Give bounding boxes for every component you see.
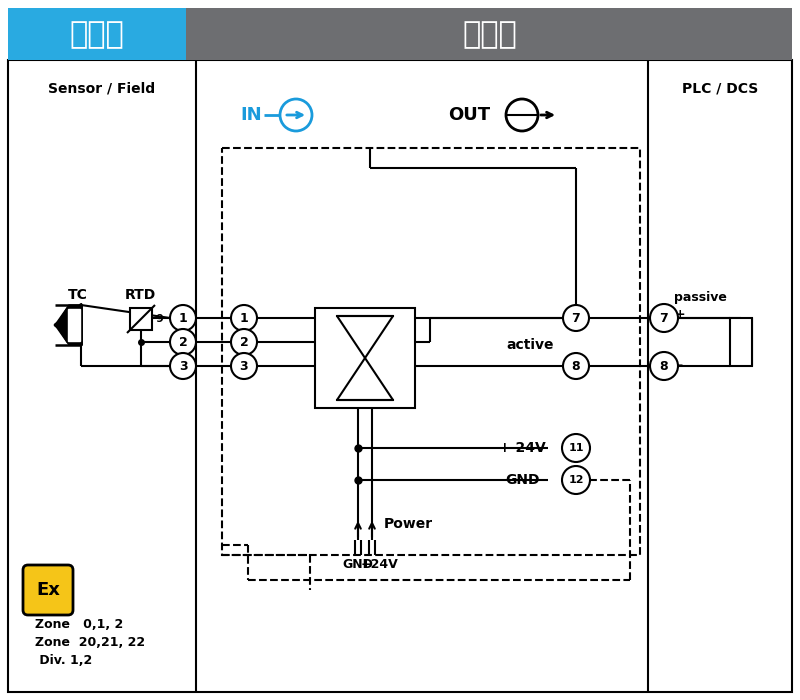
Circle shape [650,304,678,332]
Text: + 24V: + 24V [498,441,546,455]
Text: active: active [506,338,554,352]
Text: OUT: OUT [448,106,490,124]
Circle shape [563,353,589,379]
Text: +24V: +24V [361,559,399,571]
Text: +: + [674,309,686,321]
Text: IN: IN [240,106,262,124]
Text: 2: 2 [240,335,248,349]
Circle shape [562,466,590,494]
Text: Div. 1,2: Div. 1,2 [35,654,92,668]
Text: Ex: Ex [36,581,60,599]
Text: 9: 9 [155,314,163,324]
Text: GND: GND [505,473,539,487]
Circle shape [563,305,589,331]
Text: 12: 12 [568,475,584,485]
Circle shape [231,329,257,355]
Text: 7: 7 [660,312,668,325]
Text: passive: passive [674,291,726,304]
Polygon shape [57,308,81,342]
Text: -: - [72,311,76,321]
Text: Zone   0,1, 2: Zone 0,1, 2 [35,619,123,631]
Circle shape [231,353,257,379]
FancyBboxPatch shape [186,8,792,60]
Text: -: - [678,360,682,372]
Text: 1: 1 [178,312,187,325]
Text: RTD: RTD [124,288,156,302]
Text: 3: 3 [240,360,248,372]
Polygon shape [55,305,81,345]
Polygon shape [68,309,80,341]
Text: 7: 7 [572,312,580,325]
Text: 安全区: 安全区 [462,20,518,50]
FancyBboxPatch shape [730,318,752,366]
Text: 3: 3 [178,360,187,372]
Text: 8: 8 [660,360,668,372]
Text: Sensor / Field: Sensor / Field [49,81,155,95]
Circle shape [562,434,590,462]
Polygon shape [55,305,81,345]
FancyBboxPatch shape [130,308,152,330]
Circle shape [170,353,196,379]
Text: Power: Power [384,517,433,531]
FancyBboxPatch shape [8,60,792,692]
Text: +: + [70,330,78,340]
Text: 8: 8 [572,360,580,372]
Text: 2: 2 [178,335,187,349]
FancyBboxPatch shape [315,308,415,408]
Text: TC: TC [68,288,88,302]
Circle shape [170,329,196,355]
FancyBboxPatch shape [8,8,186,60]
Circle shape [170,305,196,331]
Circle shape [650,352,678,380]
Circle shape [506,99,538,131]
Circle shape [231,305,257,331]
Text: PLC / DCS: PLC / DCS [682,81,758,95]
Text: GND: GND [342,559,374,571]
Text: 11: 11 [568,443,584,453]
Text: 危险区: 危险区 [70,20,124,50]
Text: Zone  20,21, 22: Zone 20,21, 22 [35,636,145,650]
Circle shape [280,99,312,131]
FancyBboxPatch shape [23,565,73,615]
Text: 1: 1 [240,312,248,325]
